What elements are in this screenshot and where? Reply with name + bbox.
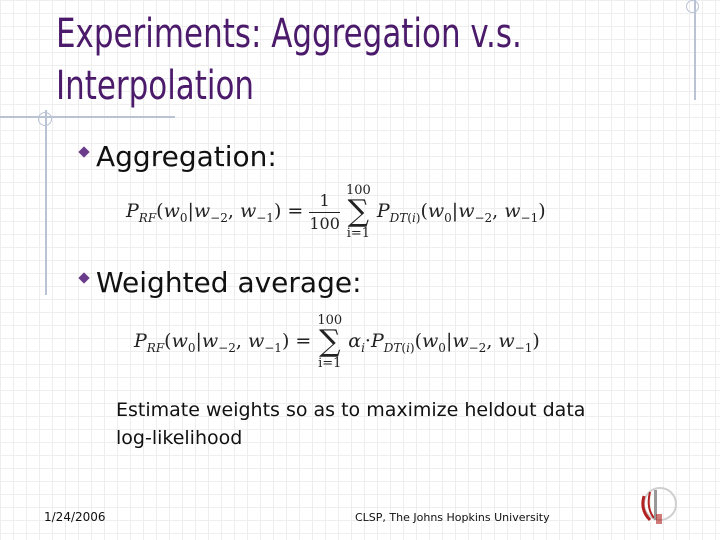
formula-weighted: PRF(w0|w−2, w−1) = 100 ∑ i=1 αi·PDT(i)(w…: [134, 313, 540, 371]
footer-center: CLSP, The Johns Hopkins University: [355, 511, 550, 524]
bullet-aggregation: Aggregation:: [78, 140, 277, 173]
note-text: Estimate weights so as to maximize heldo…: [116, 399, 586, 449]
decor-right-ring: [686, 0, 699, 13]
sigma-icon: ∑: [347, 194, 370, 229]
decor-ring: [38, 112, 52, 126]
decor-horizontal-line: [0, 116, 175, 118]
fraction-denominator: 100: [309, 213, 340, 233]
clsp-logo-icon: [641, 487, 677, 524]
decor-right-line: [694, 0, 696, 100]
formula-fraction: 1 100: [309, 192, 340, 232]
footer-date: 1/24/2006: [44, 510, 106, 524]
bullet-aggregation-label: Aggregation:: [96, 140, 277, 173]
bullet-weighted-label: Weighted average:: [96, 266, 362, 299]
sum-lower: i=1: [318, 356, 342, 371]
slide-title-line1: Experiments: Aggregation v.s.: [56, 11, 522, 57]
bullet-weighted-average: Weighted average:: [78, 266, 362, 299]
sum-upper: 100: [317, 313, 343, 328]
slide-title-line2: Interpolation: [56, 63, 255, 109]
bullet-diamond-icon: [78, 145, 90, 158]
sum-lower: i=1: [346, 226, 371, 241]
bullet-diamond-icon: [78, 271, 90, 284]
slide-title: Experiments: Aggregation v.s. Interpolat…: [56, 8, 572, 112]
fraction-numerator: 1: [319, 190, 330, 210]
sum-upper: 100: [345, 183, 371, 198]
summation: 100 ∑ i=1: [346, 184, 371, 240]
formula-aggregation: PRF(w0|w−2, w−1) = 1 100 100 ∑ i=1 PDT(i…: [126, 183, 546, 241]
decor-vertical-line: [45, 110, 47, 295]
sigma-icon: ∑: [319, 324, 341, 359]
summation: 100 ∑ i=1: [317, 314, 342, 370]
